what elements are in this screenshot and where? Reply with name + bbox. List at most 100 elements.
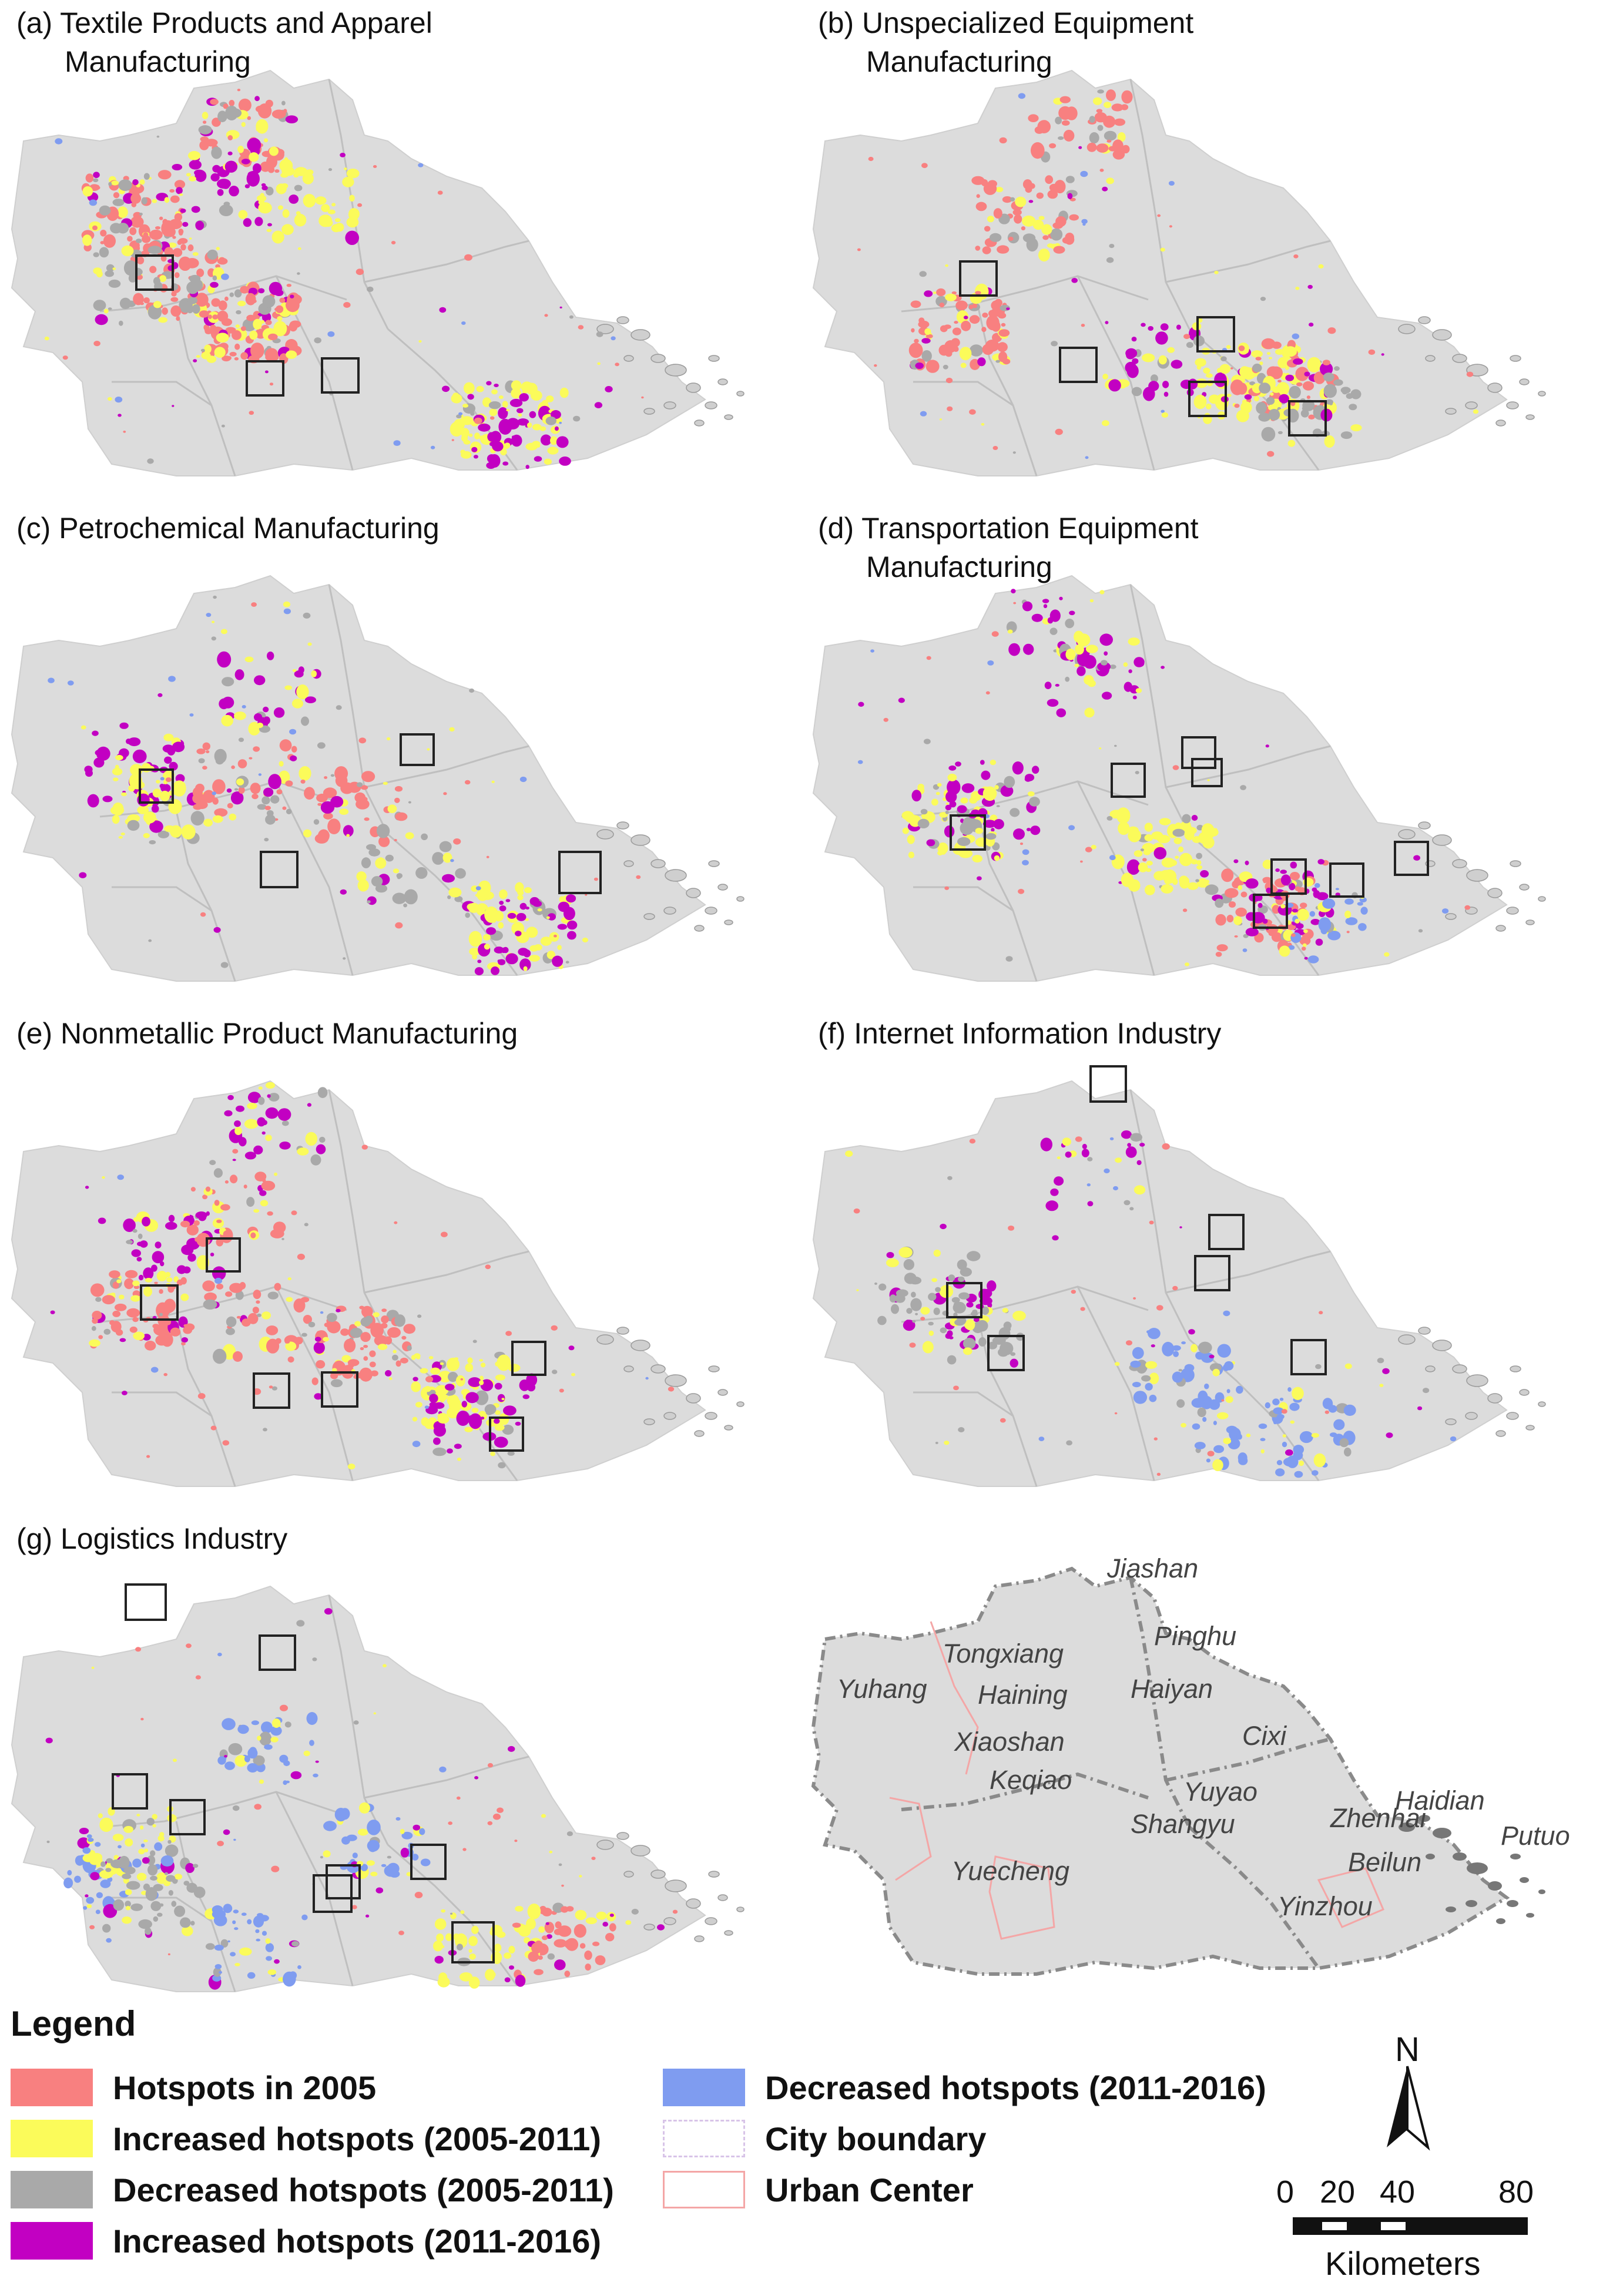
- hotspot-patch: [1272, 386, 1281, 393]
- hotspot-patch: [494, 1382, 502, 1390]
- hotspot-patch: [465, 1392, 479, 1404]
- hotspot-patch: [1307, 357, 1322, 372]
- hotspot-patch: [130, 193, 142, 204]
- hotspot-patch: [257, 1117, 266, 1127]
- hotspot-patch: [1142, 842, 1155, 853]
- hotspot-patch: [156, 780, 160, 784]
- hotspot-patch: [541, 1814, 546, 1818]
- hotspot-patch: [1000, 1418, 1006, 1423]
- hotspot-patch: [330, 774, 335, 777]
- hotspot-patch: [1157, 214, 1161, 217]
- hotspot-patch: [439, 1766, 447, 1773]
- island: [1510, 355, 1521, 362]
- hotspot-patch: [485, 1264, 491, 1270]
- hotspot-patch: [391, 241, 396, 244]
- hotspot-patch: [525, 465, 529, 469]
- hotspot-patch: [398, 1931, 404, 1935]
- hotspot-patch: [214, 1200, 220, 1206]
- hotspot-patch: [1238, 345, 1245, 351]
- hotspot-patch: [159, 216, 163, 220]
- hotspot-patch: [1062, 1137, 1071, 1146]
- focus-area-box: [139, 768, 174, 804]
- island: [717, 884, 728, 891]
- hotspot-patch: [123, 1867, 136, 1875]
- hotspot-patch: [317, 1087, 328, 1098]
- hotspot-patch: [1061, 120, 1070, 126]
- hotspot-patch: [906, 1320, 910, 1324]
- hotspot-patch: [1324, 435, 1335, 448]
- hotspot-patch: [98, 1813, 103, 1818]
- hotspot-patch: [63, 1877, 73, 1889]
- hotspot-patch: [498, 959, 506, 965]
- hotspot-patch: [504, 1977, 511, 1983]
- hotspot-patch: [1044, 682, 1052, 689]
- hotspot-patch: [167, 1285, 175, 1293]
- urban-center-outline: [1317, 1867, 1384, 1928]
- hotspot-patch: [456, 1796, 461, 1800]
- hotspot-patch: [323, 1821, 337, 1831]
- hotspot-patch: [455, 1375, 465, 1387]
- hotspot-patch: [140, 1717, 144, 1721]
- hotspot-patch: [1081, 219, 1088, 224]
- hotspot-patch: [981, 327, 987, 333]
- hotspot-patch: [240, 352, 249, 360]
- hotspot-patch: [1350, 424, 1362, 432]
- hotspot-patch: [625, 1920, 632, 1925]
- hotspot-patch: [79, 1828, 89, 1834]
- island: [694, 1430, 705, 1437]
- hotspot-patch: [1104, 651, 1108, 656]
- hotspot-patch: [1293, 358, 1303, 365]
- hotspot-patch: [474, 1776, 479, 1780]
- hotspot-patch: [90, 1872, 100, 1881]
- scale-tick-40: 40: [1380, 2174, 1416, 2210]
- hotspot-patch: [901, 811, 914, 820]
- decreased-2011-2016-swatch: [663, 2069, 745, 2106]
- hotspot-patch: [933, 1249, 941, 1257]
- hotspot-patch: [1323, 372, 1334, 382]
- hotspot-patch: [468, 1377, 481, 1387]
- hotspot-patch: [1277, 357, 1288, 368]
- hotspot-patch: [153, 301, 162, 308]
- hotspot-patch: [227, 803, 233, 808]
- island: [724, 414, 733, 420]
- hotspot-patch: [1344, 910, 1352, 918]
- focus-area-box: [140, 1284, 179, 1321]
- hotspot-patch: [1037, 120, 1051, 133]
- county-boundary: [901, 780, 1149, 818]
- hotspot-patch: [503, 1405, 517, 1416]
- hotspot-patch: [160, 777, 165, 781]
- hotspot-patch: [99, 205, 111, 216]
- hotspot-patch: [1080, 860, 1083, 863]
- hotspot-patch: [556, 436, 569, 448]
- hotspot-patch: [232, 330, 242, 340]
- hotspot-patch: [943, 797, 947, 801]
- hotspot-patch: [254, 675, 266, 686]
- hotspot-patch: [212, 165, 221, 173]
- hotspot-patch: [922, 1341, 934, 1354]
- focus-area-box: [1253, 894, 1288, 929]
- hotspot-patch: [1109, 244, 1115, 249]
- island: [708, 860, 720, 867]
- hotspot-patch: [956, 1316, 967, 1325]
- hotspot-patch: [858, 701, 864, 707]
- hotspot-patch: [1288, 945, 1295, 950]
- hotspot-patch: [434, 1918, 447, 1930]
- hotspot-patch: [456, 1411, 470, 1426]
- hotspot-patch: [1067, 193, 1073, 200]
- hotspot-patch: [367, 1840, 380, 1852]
- hotspot-patch: [356, 268, 364, 276]
- hotspot-patch: [369, 1350, 376, 1357]
- hotspot-patch: [1230, 367, 1233, 370]
- hotspot-patch: [1153, 847, 1167, 860]
- hotspot-patch: [501, 1398, 505, 1401]
- hotspot-patch: [1058, 136, 1064, 140]
- hotspot-patch: [432, 1941, 443, 1952]
- hotspot-patch: [167, 1814, 177, 1822]
- island: [724, 919, 733, 925]
- hotspot-patch: [211, 636, 216, 641]
- hotspot-patch: [545, 1922, 549, 1925]
- hotspot-patch: [1204, 1383, 1209, 1389]
- hotspot-patch: [253, 1290, 261, 1300]
- island: [650, 859, 666, 868]
- hotspot-patch: [1055, 428, 1063, 435]
